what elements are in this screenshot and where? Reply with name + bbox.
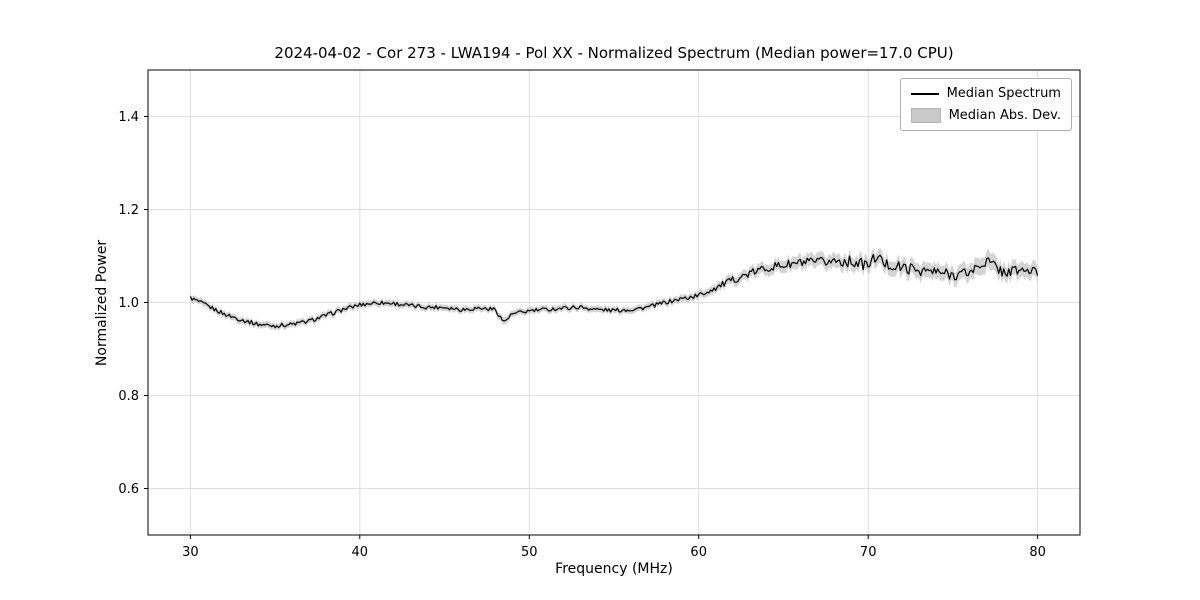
axes-layer: 30 40 50 60 70 80 0.6 0.8 1.0 1.2 1.4 [118, 69, 1081, 560]
legend: Median Spectrum Median Abs. Dev. [899, 78, 1072, 131]
x-axis-label: Frequency (MHz) [555, 561, 673, 577]
mad-band [190, 247, 1038, 331]
patch-sample-icon [910, 108, 941, 123]
y-tick-label: 1.2 [118, 203, 139, 218]
y-tick-label: 1.4 [118, 110, 139, 125]
x-tick-label: 30 [182, 545, 199, 560]
x-tick-label: 80 [1029, 545, 1046, 560]
line-sample-icon [910, 92, 939, 95]
y-tick-label: 1.0 [118, 296, 139, 311]
legend-entry-median-abs-dev: Median Abs. Dev. [910, 108, 1061, 123]
x-tick-label: 60 [690, 545, 707, 560]
gridlines-layer [148, 70, 1080, 535]
legend-label: Median Spectrum [946, 86, 1061, 101]
legend-entry-median-spectrum: Median Spectrum [910, 86, 1061, 101]
y-tick-label: 0.8 [118, 389, 139, 404]
x-tick-label: 40 [352, 545, 369, 560]
x-tick-label: 50 [521, 545, 538, 560]
data-layer [189, 247, 1039, 331]
x-tick-label: 70 [860, 545, 877, 560]
chart-title: 2024-04-02 - Cor 273 - LWA194 - Pol XX -… [274, 44, 953, 62]
legend-label: Median Abs. Dev. [948, 108, 1061, 123]
median-spectrum-line [189, 254, 1039, 329]
y-tick-label: 0.6 [118, 482, 139, 497]
y-axis-label: Normalized Power [94, 240, 110, 366]
